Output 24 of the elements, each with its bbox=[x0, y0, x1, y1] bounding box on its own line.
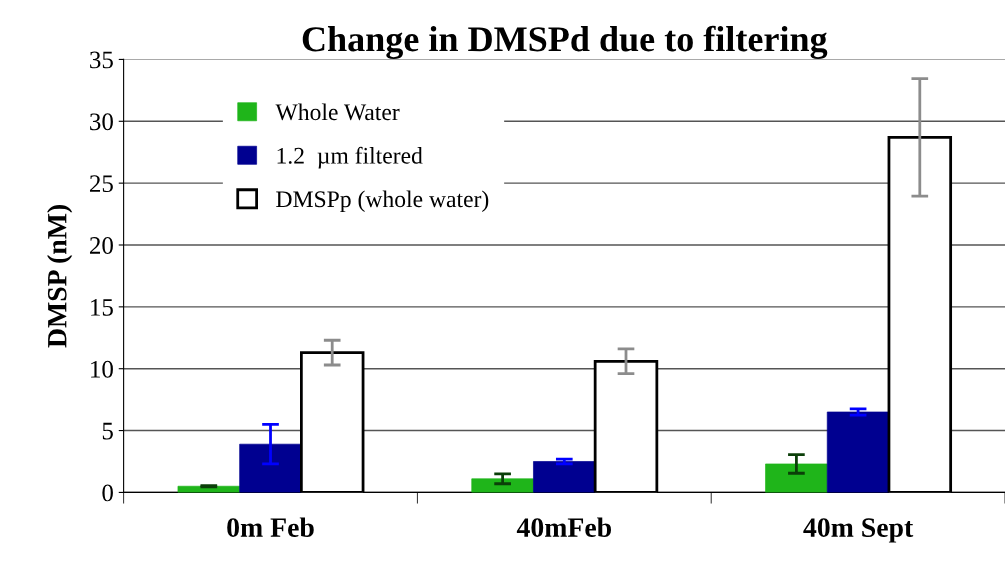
y-tick-label: 5 bbox=[102, 422, 113, 440]
bar bbox=[887, 135, 953, 493]
x-tick-label: 40mFeb bbox=[516, 517, 612, 537]
legend-label: Whole Water bbox=[275, 103, 400, 121]
y-tick-label: 15 bbox=[91, 299, 113, 316]
bar bbox=[471, 478, 534, 493]
y-tick-label: 25 bbox=[89, 175, 113, 193]
legend-label: 1.2 µm filtered bbox=[277, 146, 423, 169]
y-tick-label: 0 bbox=[102, 484, 113, 502]
legend-label: DMSPp (whole water) bbox=[276, 190, 489, 213]
bar bbox=[765, 463, 828, 493]
y-tick-label: 30 bbox=[90, 113, 113, 131]
bar bbox=[826, 411, 890, 493]
y-axis-title: DMSP (nM) bbox=[47, 205, 73, 348]
bar bbox=[533, 461, 596, 493]
y-tick-label: 35 bbox=[90, 51, 113, 69]
bar bbox=[593, 359, 659, 493]
bar bbox=[239, 443, 302, 493]
y-tick-label: 10 bbox=[91, 360, 113, 378]
chart-title: Change in DMSPd due to filtering bbox=[302, 25, 828, 60]
y-tick-label: 20 bbox=[89, 237, 113, 254]
x-tick-label: 40m Sept bbox=[803, 518, 914, 543]
x-tick-label: 0m Feb bbox=[227, 517, 314, 537]
bar bbox=[299, 351, 365, 493]
